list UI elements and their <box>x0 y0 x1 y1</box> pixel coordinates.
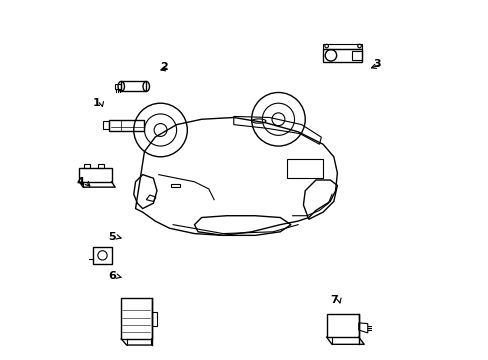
Bar <box>103 121 108 129</box>
Text: 3: 3 <box>372 59 380 69</box>
Bar <box>98 164 104 168</box>
Bar <box>108 120 144 131</box>
Bar <box>323 49 362 62</box>
Bar <box>171 184 180 187</box>
Text: 7: 7 <box>329 295 337 305</box>
Bar <box>121 298 151 339</box>
Bar <box>115 84 121 89</box>
Text: 2: 2 <box>160 63 168 72</box>
Text: 1: 1 <box>92 98 100 108</box>
Bar <box>351 51 361 60</box>
Bar <box>151 312 157 327</box>
Text: 6: 6 <box>108 271 116 282</box>
Bar <box>326 314 358 337</box>
Bar <box>80 168 111 182</box>
Text: 5: 5 <box>108 232 116 242</box>
Bar <box>83 164 90 168</box>
Bar <box>323 44 362 49</box>
Text: 4: 4 <box>76 177 84 187</box>
Bar <box>93 247 112 264</box>
Bar <box>121 81 146 91</box>
Bar <box>287 158 323 178</box>
